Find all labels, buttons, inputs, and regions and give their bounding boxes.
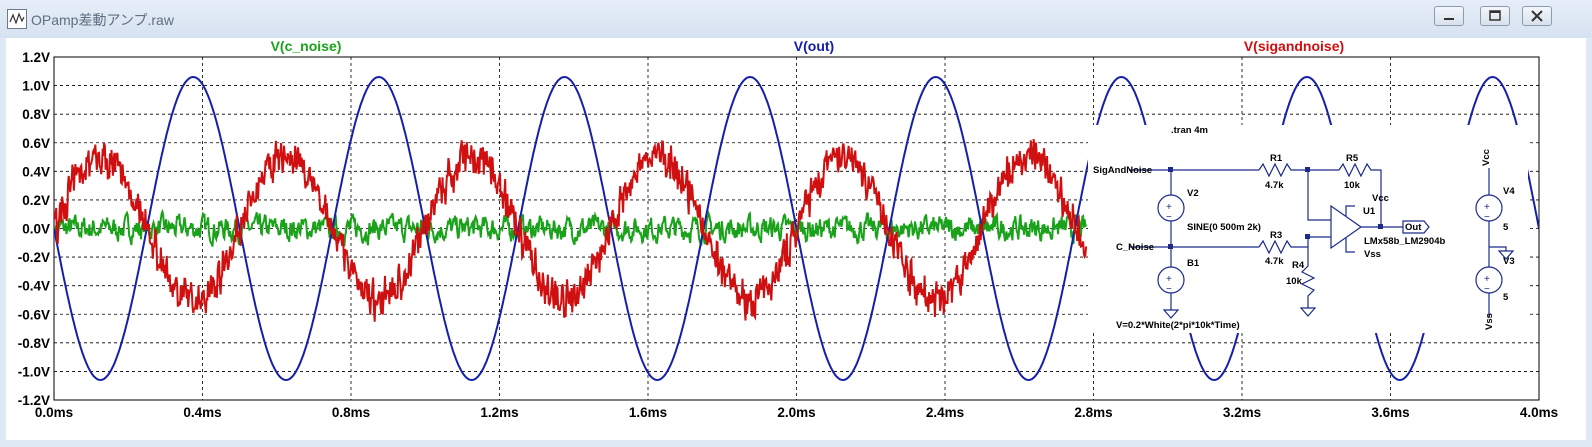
- title-bar[interactable]: OPamp差動アンプ.raw: [0, 0, 1592, 38]
- vcc-net-label: Vcc: [1481, 149, 1492, 166]
- y-tick-label: 0.8V: [22, 107, 50, 122]
- y-tick-label: -1.2V: [18, 393, 50, 408]
- waveform-plot[interactable]: V(c_noise) V(out) V(sigandnoise) 1.2V 1.0V 0…: [6, 38, 1586, 440]
- minimize-icon: [1444, 18, 1454, 20]
- net-label-c-noise: C_Noise: [1116, 242, 1154, 253]
- y-tick-label: 0.4V: [22, 164, 50, 179]
- y-tick-label: 1.0V: [22, 79, 50, 94]
- legend-entry[interactable]: V(out): [794, 38, 834, 54]
- v2-label: V2: [1187, 188, 1199, 199]
- svg-text:+: +: [1484, 202, 1490, 213]
- x-tick-label: 0.8ms: [332, 405, 370, 420]
- svg-text:−: −: [1484, 284, 1490, 295]
- minimize-button[interactable]: [1434, 6, 1464, 26]
- y-tick-label: -0.2V: [18, 250, 50, 265]
- r3-label: R3: [1270, 230, 1282, 241]
- r1-label: R1: [1270, 153, 1283, 164]
- y-tick-label: -0.4V: [18, 279, 50, 294]
- r5-value: 10k: [1344, 180, 1361, 191]
- v3-value: 5: [1503, 292, 1509, 303]
- u1-label: U1: [1363, 206, 1376, 217]
- vss-net-label: Vss: [1484, 313, 1495, 330]
- y-tick-label: 0.6V: [22, 136, 50, 151]
- out-label: Out: [1405, 222, 1422, 233]
- y-axis-ticks: 1.2V 1.0V 0.8V 0.6V 0.4V 0.2V 0.0V -0.2V -0.4V -0…: [18, 50, 50, 408]
- vss-pin-label: Vss: [1364, 249, 1381, 260]
- v3-label: V3: [1503, 256, 1515, 267]
- x-tick-label: 1.2ms: [480, 405, 518, 420]
- y-tick-label: 1.2V: [22, 50, 50, 65]
- schematic-labels: .tran 4m SigAndNoise C_Noise V2 B1 SINE(…: [1093, 125, 1515, 331]
- x-tick-label: 0.0ms: [35, 405, 73, 420]
- y-tick-label: -0.6V: [18, 307, 50, 322]
- x-tick-label: 2.4ms: [926, 405, 964, 420]
- x-tick-label: 4.0ms: [1520, 405, 1558, 420]
- svg-text:−: −: [1484, 212, 1490, 223]
- x-tick-label: 2.0ms: [777, 405, 815, 420]
- svg-text:−: −: [1166, 284, 1172, 295]
- x-tick-label: 3.6ms: [1371, 405, 1409, 420]
- x-tick-label: 1.6ms: [629, 405, 667, 420]
- schematic-junctions: [1168, 167, 1383, 249]
- y-tick-label: -0.8V: [18, 336, 50, 351]
- maximize-icon: [1489, 10, 1501, 21]
- y-tick-label: -1.0V: [18, 364, 50, 379]
- trace-line: [54, 139, 1088, 322]
- traces: [54, 75, 1539, 382]
- svg-text:−: −: [1166, 212, 1172, 223]
- y-tick-label: 0.2V: [22, 193, 50, 208]
- legend-entry[interactable]: V(c_noise): [271, 38, 342, 54]
- close-button[interactable]: [1522, 6, 1552, 26]
- waveform-viewer[interactable]: V(c_noise) V(out) V(sigandnoise) 1.2V 1.0V 0…: [6, 38, 1586, 440]
- r1-value: 4.7k: [1265, 180, 1284, 191]
- net-label-sigandnoise: SigAndNoise: [1093, 165, 1152, 176]
- sine-label: SINE(0 500m 2k): [1187, 222, 1261, 233]
- r5-label: R5: [1346, 153, 1359, 164]
- x-axis-ticks: 0.0ms 0.4ms 0.8ms 1.2ms 1.6ms 2.0ms 2.4ms 2.8ms…: [35, 405, 1558, 420]
- waveform-app-icon: [7, 9, 27, 29]
- svg-text:+: +: [1166, 274, 1172, 285]
- close-icon: [1531, 10, 1543, 22]
- trace-legend: V(c_noise) V(out) V(sigandnoise): [271, 38, 1345, 54]
- legend-entry[interactable]: V(sigandnoise): [1244, 38, 1344, 54]
- v4-value: 5: [1503, 222, 1509, 233]
- svg-text:+: +: [1166, 202, 1172, 213]
- y-tick-label: 0.0V: [22, 222, 50, 237]
- trace-line: [54, 208, 1088, 247]
- vcc-pin-label: Vcc: [1372, 193, 1389, 204]
- r4-label: R4: [1292, 260, 1305, 271]
- maximize-button[interactable]: [1480, 6, 1510, 26]
- r4-value: 10k: [1286, 276, 1303, 287]
- window-title: OPamp差動アンプ.raw: [31, 12, 174, 28]
- x-tick-label: 3.2ms: [1223, 405, 1261, 420]
- svg-text:+: +: [1484, 274, 1490, 285]
- x-tick-label: 0.4ms: [183, 405, 221, 420]
- tran-directive: .tran 4m: [1171, 125, 1208, 136]
- x-tick-label: 2.8ms: [1074, 405, 1112, 420]
- opamp-model-label: LMx58b_LM2904b: [1364, 236, 1446, 247]
- source-symbols: +− +− +− +−: [1166, 202, 1490, 295]
- bv-expression: V=0.2*White(2*pi*10k*Time): [1116, 320, 1240, 331]
- schematic-overlay: +− +− +− +− .tran 4m SigAndNoise C_Noise…: [1088, 125, 1528, 333]
- trace-line: [54, 75, 1539, 382]
- b1-label: B1: [1187, 258, 1200, 269]
- v4-label: V4: [1503, 186, 1515, 197]
- r3-value: 4.7k: [1265, 256, 1284, 267]
